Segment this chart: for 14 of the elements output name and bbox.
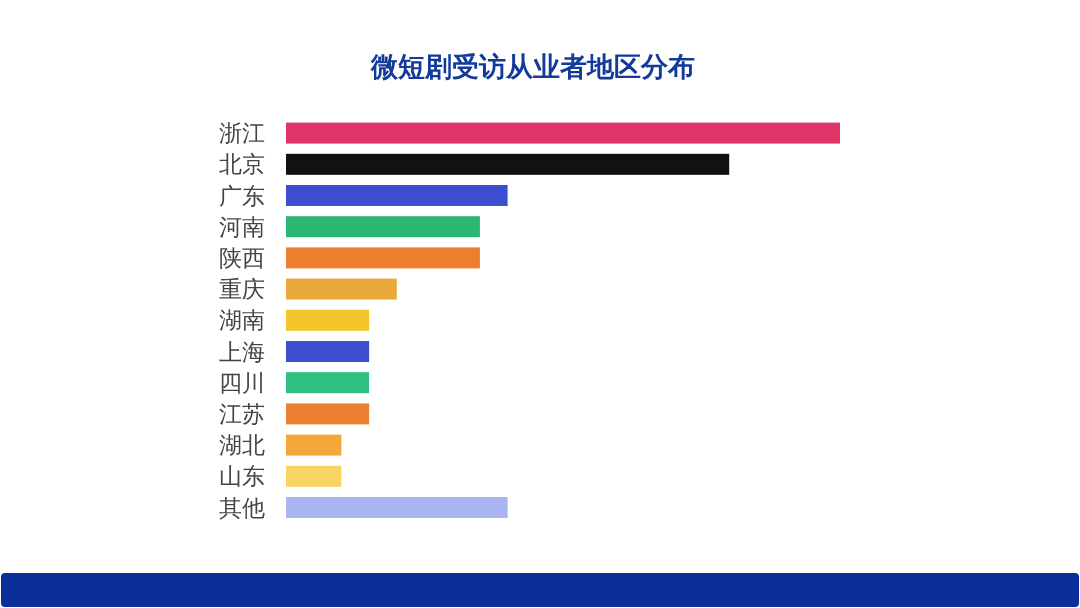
y-tick-label: 湖北: [219, 432, 265, 459]
y-tick-label: 陕西: [219, 244, 265, 271]
y-tick-label: 四川: [219, 369, 265, 396]
y-tick-label: 重庆: [219, 276, 265, 303]
y-tick-label: 广东: [219, 182, 265, 209]
y-tick-label: 湖南: [219, 307, 265, 334]
y-tick-label: 其他: [219, 494, 265, 521]
y-tick-label: 上海: [219, 338, 265, 365]
y-tick-label: 河南: [219, 213, 265, 240]
y-tick-label: 北京: [219, 151, 265, 178]
title: 微短剧受访从业者地区分布: [371, 52, 695, 82]
y-tick-label: 江苏: [219, 400, 265, 427]
y-tick-label: 山东: [219, 463, 265, 490]
y-tick-label: 浙江: [219, 120, 265, 147]
